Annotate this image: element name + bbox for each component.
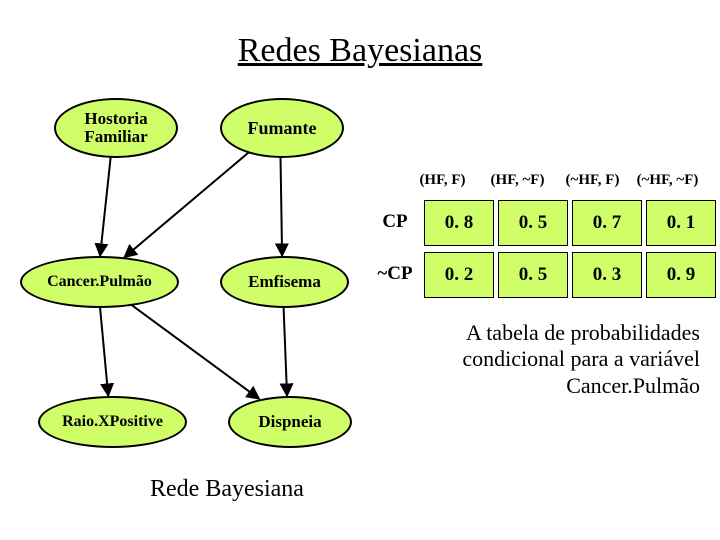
cpt-cell-1-0: 0. 2 [424,252,494,298]
cpt-cell-1-1: 0. 5 [498,252,568,298]
cpt-cell-1-2: 0. 3 [572,252,642,298]
cpt-row-header-0: CP [370,200,420,244]
cpt-table: CP0. 80. 50. 70. 1 ~CP0. 20. 50. 30. 9 [370,200,716,298]
edge-f-cp [124,151,251,258]
node-cp: Cancer.Pulmão [20,256,179,308]
cpt-column-headers: (HF, F)(HF, ~F)(~HF, F)(~HF, ~F) [405,172,705,189]
edge-cp-disp [128,302,260,399]
footer-label: Rede Bayesiana [150,476,304,503]
node-hf: HostoriaFamiliar [54,98,178,158]
node-f: Fumante [220,98,344,158]
cpt-cell-0-0: 0. 8 [424,200,494,246]
cpt-col-header-1: (HF, ~F) [480,172,555,189]
edge-f-emf [280,154,282,256]
edge-hf-cp [100,154,111,256]
node-emf: Emfisema [220,256,349,308]
cpt-col-header-3: (~HF, ~F) [630,172,705,189]
cpt-cell-1-3: 0. 9 [646,252,716,298]
cpt-row-header-1: ~CP [370,252,420,296]
cpt-caption: A tabela de probabilidadescondicional pa… [400,320,700,399]
edge-emf-disp [283,304,287,396]
page-title: Redes Bayesianas [0,32,720,70]
cpt-col-header-2: (~HF, F) [555,172,630,189]
cpt-cell-0-2: 0. 7 [572,200,642,246]
node-disp: Dispneia [228,396,352,448]
node-rx: Raio.XPositive [38,396,187,448]
cpt-cell-0-1: 0. 5 [498,200,568,246]
cpt-cell-0-3: 0. 1 [646,200,716,246]
edge-cp-rx [100,304,109,396]
cpt-col-header-0: (HF, F) [405,172,480,189]
